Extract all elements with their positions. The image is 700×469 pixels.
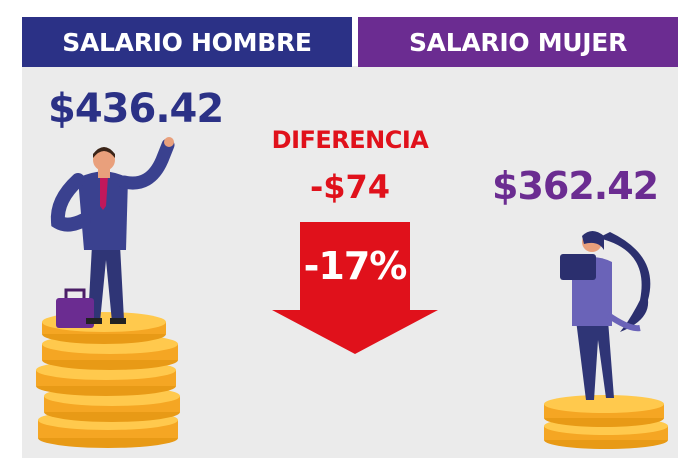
women-salary-amount: $362.42	[492, 164, 659, 208]
coin-stack-men-icon	[36, 312, 180, 448]
difference-label: DIFERENCIA	[271, 126, 429, 154]
arrow-down-icon	[272, 222, 438, 354]
difference-value: -$74	[309, 168, 391, 206]
men-salary-amount: $436.42	[48, 86, 224, 132]
coin-stack-women-icon	[544, 395, 668, 449]
difference-percent: -17%	[303, 244, 408, 288]
businessman-icon	[50, 137, 175, 328]
men-salary-header: SALARIO HOMBRE	[22, 17, 352, 67]
businesswoman-icon	[560, 231, 651, 400]
women-salary-header: SALARIO MUJER	[358, 17, 678, 67]
